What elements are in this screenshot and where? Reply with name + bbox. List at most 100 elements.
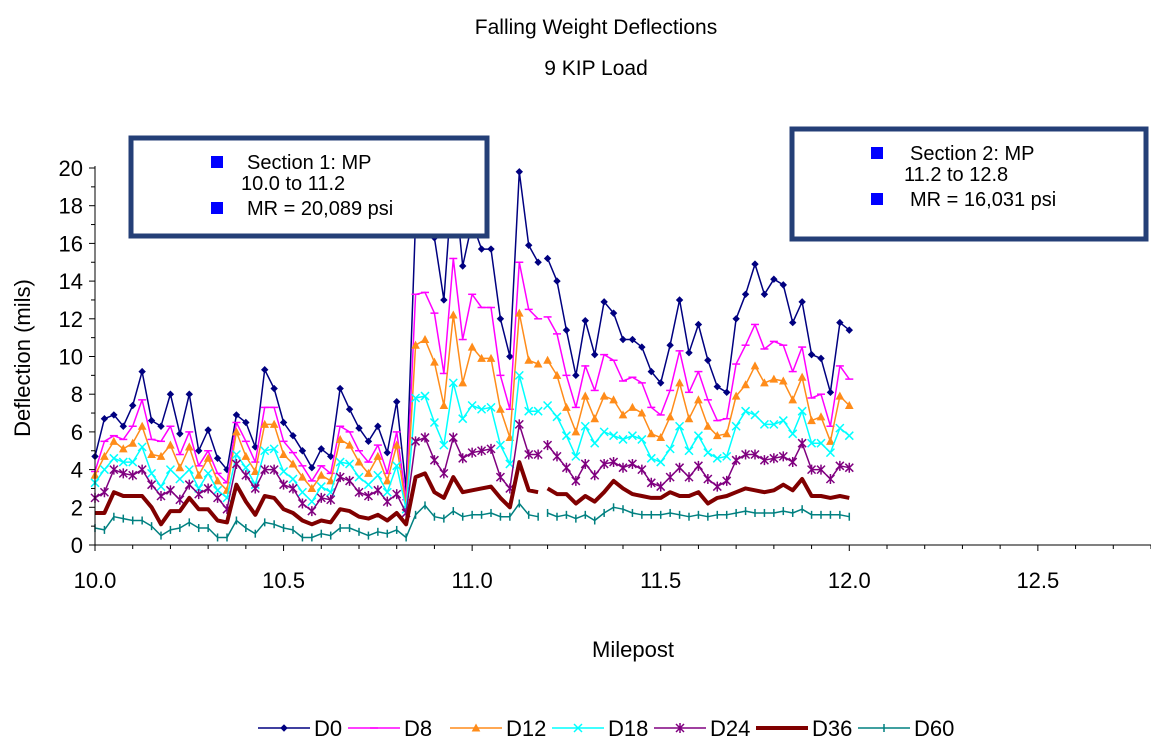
data-point [723,388,731,397]
data-point [363,490,373,501]
data-point [750,361,760,370]
data-point [298,472,307,481]
data-point [411,436,421,447]
data-point [487,245,495,253]
data-point [797,438,807,449]
data-point [147,468,157,478]
data-point [279,479,289,490]
data-point [741,380,750,389]
annotation-line: 11.2 to 12.8 [904,164,1008,186]
data-point [411,340,420,349]
data-point [505,433,515,442]
data-point [703,421,713,430]
data-point [109,464,119,475]
data-point [665,412,675,421]
y-tick-label: 6 [71,420,83,445]
data-point [693,460,703,471]
data-point [769,374,779,383]
legend-item-d12: D12 [450,716,546,741]
data-point [467,342,477,351]
data-point [599,427,609,437]
legend-marker [675,723,685,733]
data-point [260,464,270,475]
data-point [637,408,647,417]
data-point [779,281,787,289]
data-point [156,451,166,460]
series-line [95,460,539,527]
data-point [627,431,637,441]
data-point [741,449,751,460]
data-point [599,391,609,400]
data-point [382,476,392,485]
data-point [467,400,477,411]
data-point [382,496,392,507]
data-point [213,454,222,462]
data-point [637,464,647,475]
data-point [288,459,298,468]
data-point [195,447,203,455]
data-point [731,391,741,400]
data-point [289,431,297,440]
data-point [514,308,524,317]
data-point [778,376,788,385]
data-point [665,472,675,483]
data-point [844,400,854,410]
data-point [836,318,844,327]
series-line [94,167,539,490]
legend-marker [280,724,288,732]
data-point [99,487,109,498]
data-point [684,414,694,423]
data-point [524,406,534,416]
data-point [316,482,326,492]
annotation-line: MR = 16,031 psi [910,189,1056,211]
data-point [609,431,619,441]
data-point [609,309,618,317]
data-point [137,464,147,475]
y-tick-label: 8 [71,382,83,407]
data-point [175,463,185,472]
data-point [580,458,590,469]
data-point [204,426,212,434]
data-point [619,335,627,344]
data-point [477,245,486,253]
data-point [458,378,468,387]
data-point [657,379,665,387]
data-point [307,483,317,492]
data-point [430,357,439,366]
data-point [364,437,373,446]
data-point [128,457,138,467]
data-point [826,388,835,397]
data-point [241,451,251,460]
data-point [807,464,817,475]
data-point [308,464,316,472]
data-point [571,427,581,436]
data-point [477,353,486,362]
data-point [392,461,402,471]
data-point [770,275,778,283]
series-d12 [90,308,854,511]
data-point [543,254,552,263]
data-point [382,487,392,497]
series-d24 [90,419,854,518]
data-point [845,326,853,334]
data-point [165,485,175,496]
data-point [797,406,807,416]
legend-label: D18 [608,716,648,741]
data-point [420,391,430,401]
data-point [656,433,666,442]
data-point [646,429,656,438]
y-tick-label: 0 [71,533,83,558]
data-point [269,464,279,475]
data-point [817,354,825,363]
data-point [231,449,241,460]
data-point [713,382,721,391]
data-point [514,370,524,380]
data-point [552,412,562,422]
data-point [373,470,383,480]
data-point [750,449,760,460]
annotation-border [789,126,1149,242]
y-tick-label: 16 [59,231,83,256]
data-point [524,355,534,364]
data-point [326,476,336,485]
data-point [581,316,589,325]
